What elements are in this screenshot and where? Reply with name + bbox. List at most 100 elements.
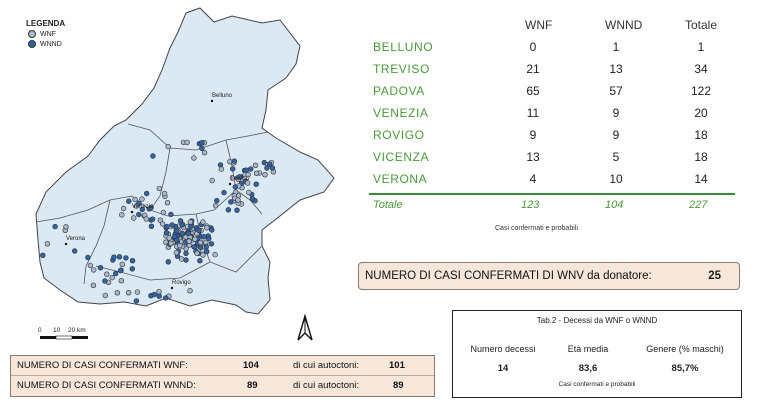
wnnd-case-dot [111,254,117,260]
wnnd-value: 13 [609,62,623,76]
wnf-case-dot [246,189,252,196]
wnnd-case-dot [151,291,157,298]
city-marker-icon [130,210,134,214]
mean-age-value: 83,6 [578,363,598,374]
table-note: Casi confermati e probabili [495,225,578,232]
wnnd-value: 5 [612,150,620,164]
table-row: VENEZIA 11 9 20 [365,106,745,128]
total-tot: 227 [689,199,708,211]
wnf-case-dot [119,261,126,267]
scale-ten: 10 [53,327,61,334]
legend-label: WNF [40,30,56,38]
wnf-case-dot [118,278,125,284]
wnnd-case-dot [203,244,210,250]
wnnd-case-dot [228,199,234,205]
wnf-case-dot [178,256,185,262]
legend-label: WNND [40,40,62,48]
wnnd-case-dot [236,174,243,180]
wnf-case-dot [200,219,206,225]
wnf-case-dot [114,290,121,296]
wnf-case-dot [139,196,145,202]
wnnd-case-dot [253,181,259,187]
wnnd-case-dot [150,153,156,159]
city-label: Venezia [132,204,154,210]
wnnd-case-dot [139,206,146,213]
deaths-note: Casi confermati e probabili [558,381,636,388]
wnf-case-dot [109,274,115,281]
row-divider [11,375,434,376]
cases-table: WNF WNND Totale BELLUNO 0 1 1 TREVISO 21… [365,10,745,232]
scale-twenty: 20 km [68,327,86,334]
wnf-case-dot [187,288,193,294]
wnnd-case-dot [188,223,194,230]
wnnd-case-dot [204,248,210,255]
wnnd-case-dot [249,196,256,202]
wnnd-case-dot [183,257,189,263]
wnf-case-dot [164,200,171,206]
wnnd-case-dot [248,166,254,172]
wnf-case-dot [156,289,162,295]
gender-value: 85,7% [671,363,699,374]
wnnd-case-dot [199,145,205,152]
col-header-wnf: WNF [525,18,553,32]
wnf-case-dot [63,224,69,230]
wnnd-case-dot [97,265,104,271]
table-row: BELLUNO 0 1 1 [365,40,745,62]
veneto-map: Belluno Treviso Venezia Verona Rovigo [35,7,335,341]
province-name: TREVISO [373,62,430,76]
wnf-case-dot [132,196,138,203]
wnf-case-dot [87,262,94,269]
wnf-case-dot [134,289,141,295]
table-row: VERONA 4 10 14 [365,172,745,194]
province-name: ROVIGO [373,128,425,142]
wnf-cases-row: NUMERO DI CASI CONFERMATI WNF: 104 di cu… [11,357,434,375]
wnf-case-dot [165,143,171,150]
total-divider [369,193,735,195]
wnnd-dot-icon [28,40,36,48]
total-value: 1 [697,40,705,54]
city-marker-icon [64,242,68,246]
wnnd-case-dot [112,270,119,277]
city-labels: Belluno Treviso Venezia Verona Rovigo [64,93,250,290]
wnf-case-dot [204,225,210,231]
donor-value: 25 [708,270,721,282]
wnf-cases-value: 104 [243,360,259,371]
wnf-case-dot [173,250,180,256]
wnnd-case-dot [164,223,170,230]
wnnd-cases-row: NUMERO DI CASI CONFERMATI WNND: 89 di cu… [11,377,434,395]
region-outline [35,7,335,315]
wnnd-case-dot [209,227,215,233]
wnf-case-dot [125,290,132,296]
wnnd-cases-label: NUMERO DI CASI CONFERMATI WNND: [17,380,196,391]
wnf-case-dot [131,215,137,221]
wnnd-case-dot [185,230,191,237]
wnnd-case-dot [174,228,180,234]
wnf-case-dot [262,172,268,178]
wnnd-case-dot [117,267,124,274]
wnnd-case-dot [231,158,238,164]
wnf-case-dot [245,171,251,178]
wnf-case-dot [44,241,51,247]
confirmed-cases-box: NUMERO DI CASI CONFERMATI WNF: 104 di cu… [10,355,435,397]
wnnd-case-dot [116,254,123,260]
total-value: 14 [694,172,708,186]
wnnd-value: 10 [609,172,623,186]
wnf-value: 13 [526,150,540,164]
wnnd-case-dot [197,244,204,251]
wnnd-case-dot [129,266,136,272]
wnf-autoctoni-label: di cui autoctoni: [293,360,360,371]
province-name: BELLUNO [373,40,434,54]
wnnd-case-dot [71,248,78,254]
deaths-count-value: 14 [497,363,509,374]
wnf-case-dot [177,242,183,249]
total-value: 34 [694,62,708,76]
wnnd-case-dot [144,190,150,197]
wnnd-value: 1 [612,40,620,54]
wnnd-case-dot [264,165,270,171]
wnf-case-dot [161,190,168,197]
city-marker-icon [228,182,232,186]
wnnd-case-dot [225,207,232,213]
wnf-case-dot [187,219,194,225]
deaths-title: Tab.2 - Decessi da WNF o WNND [536,316,658,325]
scale-bar [40,335,88,340]
